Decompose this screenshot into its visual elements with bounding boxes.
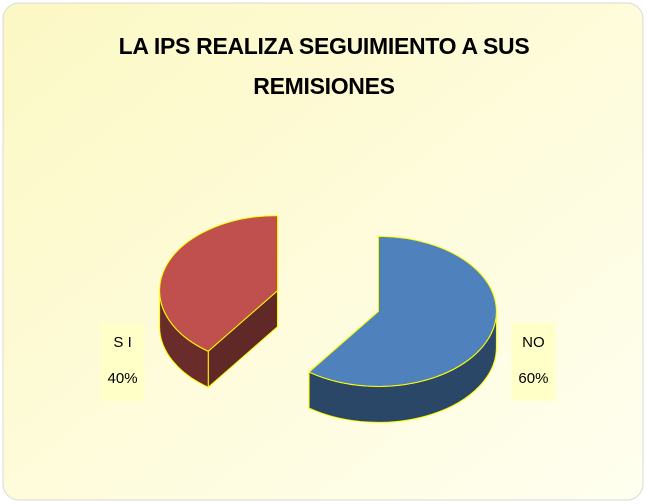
slice-label: NO: [522, 334, 545, 351]
value-label: 40%: [108, 370, 138, 387]
chart-title: LA IPS REALIZA SEGUIMIENTO A SUS REMISIO…: [118, 33, 530, 99]
slice: [308, 235, 497, 387]
plot: NO 60% S I 40%: [100, 215, 556, 423]
slice-label: S I: [113, 334, 131, 351]
slice: [159, 215, 279, 352]
value-label: 60%: [518, 370, 548, 387]
label-box: [100, 323, 145, 401]
label-box: [511, 323, 556, 401]
